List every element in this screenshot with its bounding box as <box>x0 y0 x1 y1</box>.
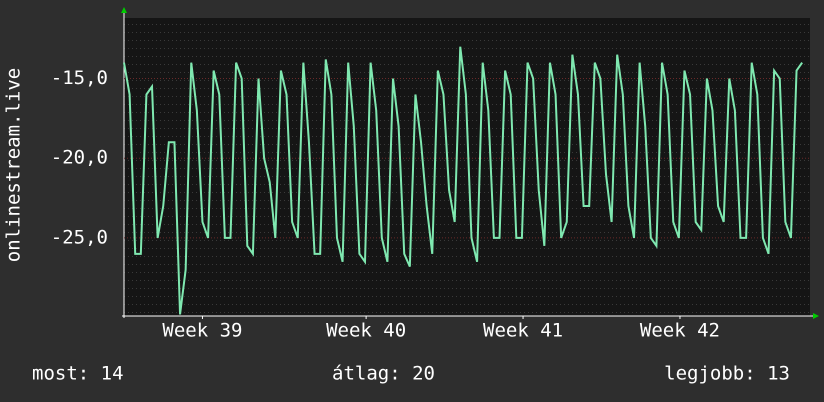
line-series <box>123 46 803 315</box>
y-arrow <box>121 7 127 13</box>
y-tick-label: -15,0 <box>51 67 108 89</box>
footer-average: átlag: 20 <box>332 363 435 385</box>
x-arrow <box>813 313 819 319</box>
y-tick-label: -25,0 <box>51 226 108 248</box>
x-tick-label: Week 39 <box>162 320 242 342</box>
x-tick-label: Week 42 <box>640 320 720 342</box>
x-tick-label: Week 40 <box>326 320 406 342</box>
y-tick-label: -20,0 <box>51 147 108 169</box>
footer-best: legjobb: 13 <box>664 363 790 385</box>
y-axis-label: onlinestream.live <box>3 68 25 262</box>
x-tick-label: Week 41 <box>483 320 563 342</box>
footer-current: most: 14 <box>32 363 124 385</box>
plot-area <box>124 18 810 316</box>
